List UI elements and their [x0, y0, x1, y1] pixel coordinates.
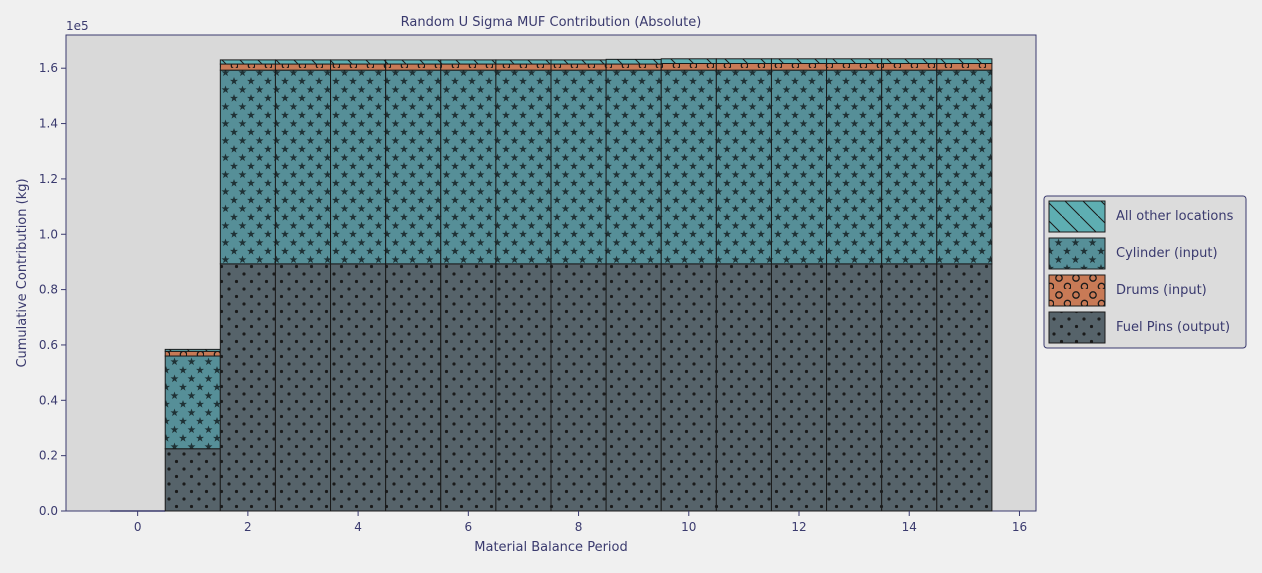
y-tick-label: 0.0 [39, 504, 58, 518]
bar-segment-pattern [660, 263, 717, 512]
bar-segment-pattern [936, 263, 993, 512]
legend-swatch-pattern [1048, 311, 1106, 344]
bar-segment-pattern [495, 69, 552, 265]
bar-segment-pattern [826, 69, 883, 265]
x-axis-label: Material Balance Period [474, 540, 627, 555]
x-tick-label: 10 [681, 520, 696, 534]
bar-segment-pattern [274, 69, 332, 265]
bar-segment-pattern [936, 63, 993, 71]
bar-segment-pattern [550, 63, 607, 71]
bar-segment-pattern [605, 263, 662, 512]
y-axis-label: Cumulative Contribution (kg) [15, 178, 30, 367]
axes: 0 2 4 6 8 10 12 14 16 0.0 0.2 0.4 0.6 0.8 1.0 1.2 1.4 1.6 [39, 61, 1027, 534]
bar-segment-pattern [440, 69, 497, 265]
bar-segment-pattern [274, 63, 332, 71]
bar-segment-pattern [219, 59, 276, 65]
bar-segment-pattern [550, 59, 607, 65]
bar-segment-pattern [826, 263, 883, 512]
bar-segment-pattern [219, 263, 276, 512]
bar-segment-pattern [495, 59, 552, 65]
bar-segment-pattern [826, 63, 883, 71]
legend-box [1043, 195, 1247, 349]
y-tick-label: 0.2 [39, 449, 58, 463]
x-tick-label: 2 [244, 520, 252, 534]
bar-segment-pattern [770, 63, 828, 71]
bar-segment-pattern [936, 69, 993, 265]
bar-segment-pattern [164, 448, 221, 512]
bars [110, 58, 993, 512]
legend-swatch-pattern [1048, 237, 1106, 270]
bar-segment-pattern [495, 63, 552, 71]
x-tick-label: 14 [902, 520, 917, 534]
legend: All other locations Cylinder (input) Drums… [1043, 195, 1247, 349]
bar-segment-pattern [164, 355, 221, 450]
legend-label: Cylinder (input) [1116, 246, 1218, 261]
bar-segment-pattern [274, 59, 332, 65]
bar-segment-pattern [330, 69, 387, 265]
bar-segment-pattern [881, 63, 938, 71]
legend-label: All other locations [1116, 209, 1234, 224]
bar-segment-pattern [936, 58, 993, 65]
bar-segment-pattern [660, 63, 717, 71]
bar-segment-pattern [219, 69, 276, 265]
bar-segment-pattern [385, 59, 442, 65]
legend-label: Drums (input) [1116, 283, 1207, 298]
y-tick-label: 1.4 [39, 117, 58, 131]
bar-segment-pattern [385, 263, 442, 512]
bar-segment-pattern [715, 263, 772, 512]
bar-segment-pattern [605, 63, 662, 71]
x-tick-label: 8 [575, 520, 583, 534]
chart-title: Random U Sigma MUF Contribution (Absolut… [401, 15, 702, 30]
legend-swatch-pattern [1048, 200, 1106, 233]
bar-segment-pattern [715, 69, 772, 265]
bar-segment-pattern [826, 58, 883, 65]
bar-segment-pattern [164, 350, 221, 357]
y-tick-label: 1.0 [39, 227, 58, 241]
bar-segment-pattern [660, 69, 717, 265]
bar-segment-pattern [715, 58, 772, 65]
bar-segment-pattern [385, 69, 442, 265]
bar-segment-pattern [881, 69, 938, 265]
bar-segment-pattern [440, 59, 497, 65]
x-tick-label: 4 [354, 520, 362, 534]
bar-segment-pattern [605, 69, 662, 265]
y-tick-label: 1.6 [39, 61, 58, 75]
bar-segment-pattern [274, 263, 332, 512]
bar-segment-pattern [770, 263, 828, 512]
bar-segment-pattern [881, 58, 938, 65]
bar-segment-pattern [440, 63, 497, 71]
y-tick-label: 0.8 [39, 283, 58, 297]
bar-segment-pattern [219, 63, 276, 71]
y-tick-label: 0.4 [39, 393, 58, 407]
bar-segment-pattern [495, 263, 552, 512]
x-tick-label: 0 [134, 520, 142, 534]
bar-segment-pattern [770, 69, 828, 265]
legend-swatch-pattern [1048, 274, 1106, 307]
bar-segment-pattern [330, 63, 387, 71]
bar-segment-pattern [440, 263, 497, 512]
x-tick-label: 16 [1012, 520, 1027, 534]
bar-segment-pattern [385, 63, 442, 71]
bar-segment-pattern [550, 263, 607, 512]
bar-segment-pattern [550, 69, 607, 265]
x-tick-label: 12 [791, 520, 806, 534]
bar-segment-pattern [715, 63, 772, 71]
bar-segment-pattern [881, 263, 938, 512]
bar-segment-pattern [330, 59, 387, 65]
bar-segment-pattern [164, 348, 221, 352]
y-offset-label: 1e5 [66, 19, 89, 33]
bar-segment-pattern [605, 58, 662, 65]
bar-segment-pattern [330, 263, 387, 512]
y-tick-label: 1.2 [39, 172, 58, 186]
bar-segment-pattern [770, 58, 828, 65]
legend-label: Fuel Pins (output) [1116, 320, 1230, 335]
x-tick-label: 6 [465, 520, 473, 534]
bar-segment-pattern [660, 58, 717, 65]
y-tick-label: 0.6 [39, 338, 58, 352]
